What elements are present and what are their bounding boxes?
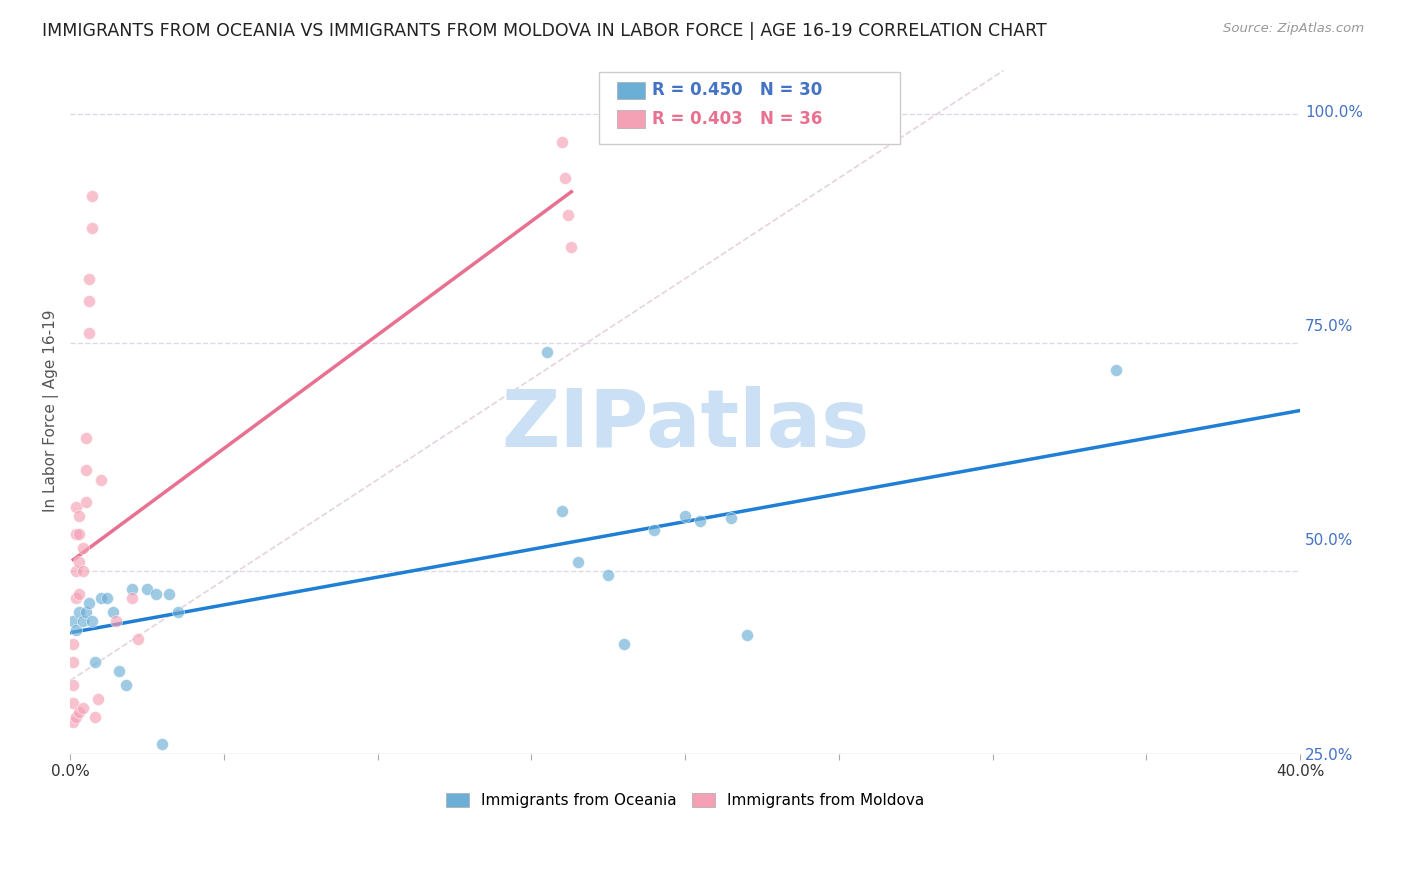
Immigrants from Moldova — [121, 591, 143, 606]
Bar — [617, 81, 644, 99]
Immigrants from Moldova — [80, 189, 103, 203]
Immigrants from Moldova — [72, 701, 94, 715]
Immigrants from Oceania — [80, 614, 103, 628]
Immigrants from Moldova — [69, 587, 91, 601]
Immigrants from Oceania — [62, 614, 84, 628]
Text: R = 0.403   N = 36: R = 0.403 N = 36 — [652, 111, 823, 128]
Immigrants from Moldova — [554, 171, 576, 186]
Immigrants from Oceania — [83, 655, 105, 669]
Immigrants from Oceania — [96, 591, 118, 606]
Text: ZIPatlas: ZIPatlas — [501, 385, 869, 464]
Immigrants from Moldova — [65, 591, 87, 606]
Y-axis label: In Labor Force | Age 16-19: In Labor Force | Age 16-19 — [44, 310, 59, 512]
Immigrants from Moldova — [83, 710, 105, 724]
Immigrants from Oceania — [689, 514, 711, 528]
Immigrants from Moldova — [62, 637, 84, 651]
Immigrants from Moldova — [62, 655, 84, 669]
Text: R = 0.450   N = 30: R = 0.450 N = 30 — [652, 81, 823, 99]
Immigrants from Oceania — [108, 665, 131, 679]
Immigrants from Oceania — [157, 587, 180, 601]
Immigrants from Oceania — [152, 738, 174, 752]
Text: IMMIGRANTS FROM OCEANIA VS IMMIGRANTS FROM MOLDOVA IN LABOR FORCE | AGE 16-19 CO: IMMIGRANTS FROM OCEANIA VS IMMIGRANTS FR… — [42, 22, 1047, 40]
Immigrants from Oceania — [613, 637, 636, 651]
Immigrants from Oceania — [551, 504, 574, 518]
Immigrants from Oceania — [90, 591, 112, 606]
Immigrants from Moldova — [77, 294, 100, 309]
Immigrants from Oceania — [720, 511, 742, 525]
Immigrants from Oceania — [735, 628, 758, 642]
Immigrants from Moldova — [557, 208, 579, 222]
Immigrants from Moldova — [560, 239, 582, 253]
FancyBboxPatch shape — [599, 72, 900, 144]
Immigrants from Oceania — [598, 568, 620, 582]
Immigrants from Oceania — [673, 509, 696, 524]
Immigrants from Moldova — [551, 135, 574, 149]
Immigrants from Oceania — [1104, 363, 1126, 377]
Immigrants from Moldova — [75, 495, 97, 509]
Immigrants from Oceania — [77, 596, 100, 610]
Immigrants from Oceania — [65, 624, 87, 638]
Immigrants from Moldova — [80, 221, 103, 235]
Immigrants from Oceania — [69, 605, 91, 619]
Immigrants from Moldova — [65, 710, 87, 724]
Immigrants from Moldova — [69, 706, 91, 720]
Bar — [617, 111, 644, 128]
Legend: Immigrants from Oceania, Immigrants from Moldova: Immigrants from Oceania, Immigrants from… — [440, 787, 931, 814]
Immigrants from Moldova — [87, 691, 110, 706]
Immigrants from Moldova — [75, 463, 97, 477]
Immigrants from Moldova — [69, 555, 91, 569]
Immigrants from Moldova — [65, 527, 87, 541]
Immigrants from Oceania — [75, 605, 97, 619]
Immigrants from Moldova — [65, 564, 87, 578]
Immigrants from Oceania — [567, 555, 589, 569]
Immigrants from Oceania — [121, 582, 143, 596]
Immigrants from Moldova — [105, 614, 128, 628]
Immigrants from Moldova — [69, 527, 91, 541]
Immigrants from Moldova — [127, 632, 149, 647]
Immigrants from Moldova — [72, 541, 94, 555]
Immigrants from Oceania — [103, 605, 125, 619]
Immigrants from Moldova — [77, 326, 100, 341]
Immigrants from Moldova — [77, 271, 100, 285]
Immigrants from Oceania — [643, 523, 665, 537]
Immigrants from Moldova — [72, 564, 94, 578]
Immigrants from Moldova — [62, 696, 84, 710]
Immigrants from Oceania — [136, 582, 159, 596]
Immigrants from Oceania — [72, 614, 94, 628]
Text: Source: ZipAtlas.com: Source: ZipAtlas.com — [1223, 22, 1364, 36]
Immigrants from Oceania — [536, 344, 558, 359]
Immigrants from Moldova — [75, 431, 97, 445]
Immigrants from Oceania — [145, 587, 167, 601]
Immigrants from Moldova — [62, 678, 84, 692]
Immigrants from Moldova — [69, 509, 91, 524]
Immigrants from Oceania — [166, 605, 188, 619]
Immigrants from Moldova — [65, 500, 87, 514]
Immigrants from Moldova — [90, 473, 112, 487]
Immigrants from Moldova — [62, 714, 84, 729]
Immigrants from Oceania — [114, 678, 136, 692]
